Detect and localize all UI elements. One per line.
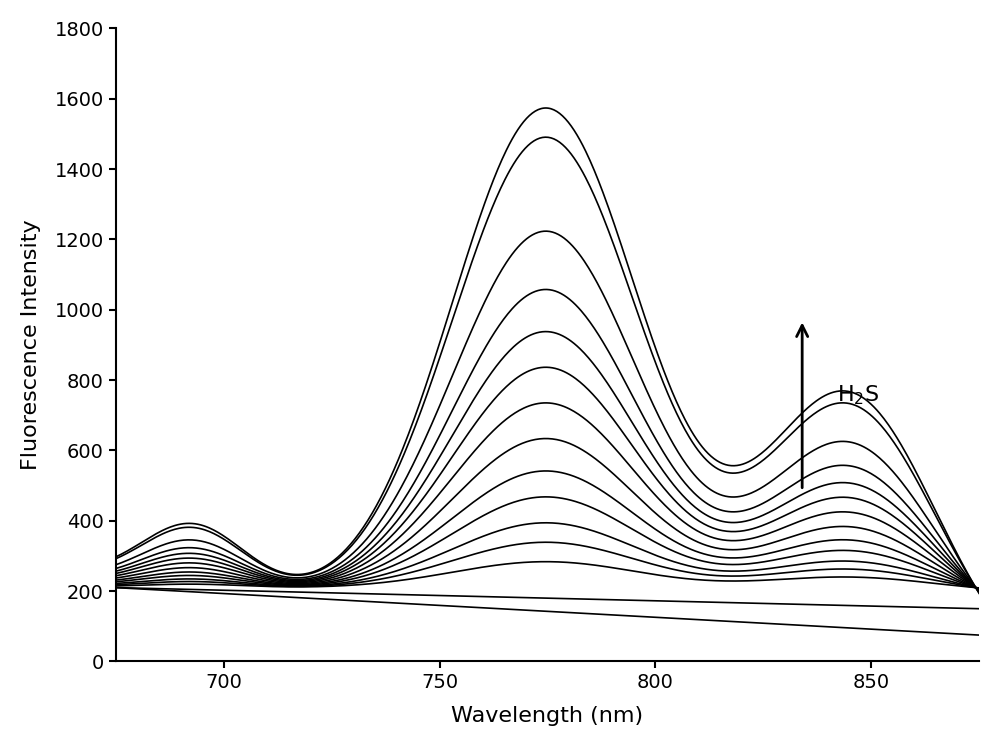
- X-axis label: Wavelength (nm): Wavelength (nm): [451, 706, 644, 726]
- Y-axis label: Fluorescence Intensity: Fluorescence Intensity: [21, 220, 41, 470]
- Text: H$_2$S: H$_2$S: [837, 384, 879, 407]
